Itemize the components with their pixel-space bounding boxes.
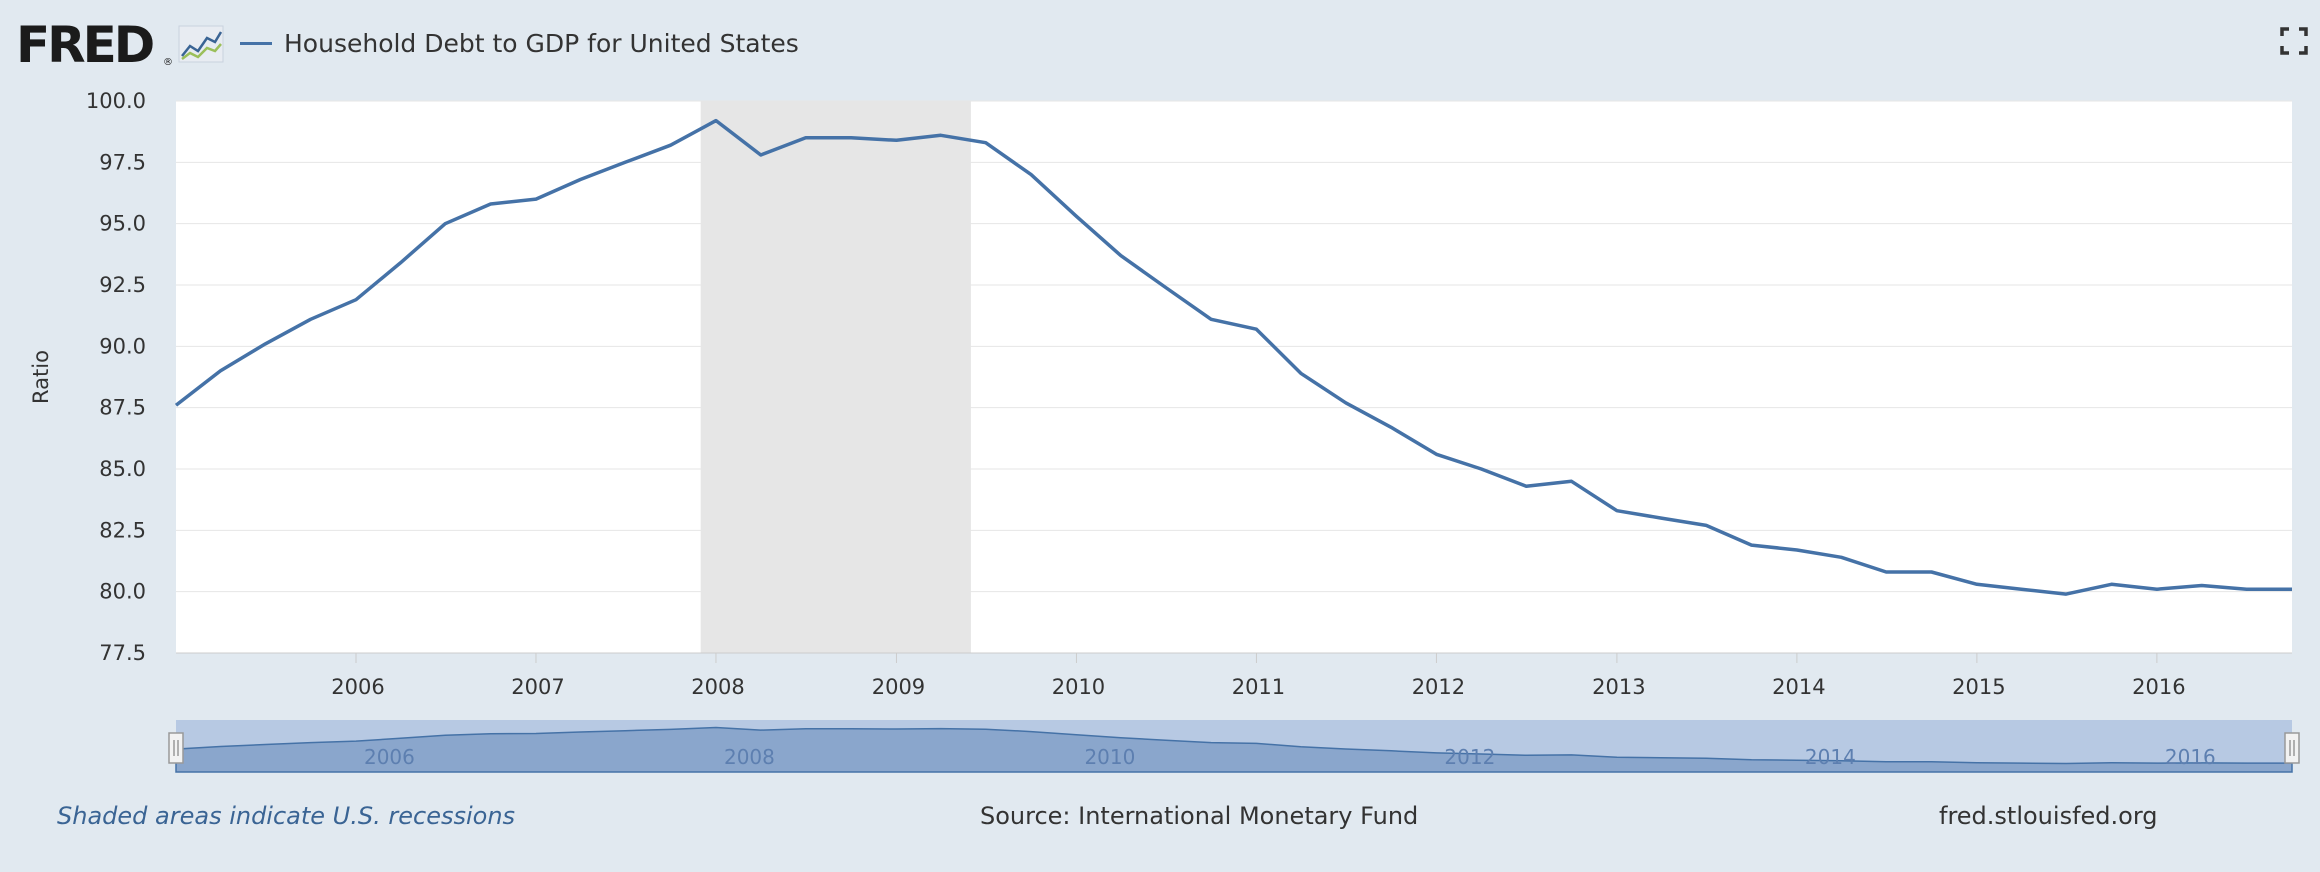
chart-legend[interactable]: Household Debt to GDP for United States xyxy=(240,25,799,61)
y-tick-label-4: 87.5 xyxy=(99,396,146,420)
x-tick-label-10: 2016 xyxy=(2132,675,2185,699)
fullscreen-expand-icon[interactable] xyxy=(2280,27,2308,55)
chart-svg: 77.5 80.0 82.5 85.0 87.5 90.0 92.5 95.0 97.5 100.… xyxy=(29,89,2300,773)
x-tick-label-7: 2013 xyxy=(1592,675,1645,699)
y-tick-label-6: 92.5 xyxy=(99,273,146,297)
series-group xyxy=(174,118,2292,596)
plot-area xyxy=(176,101,2292,653)
y-tick-label-1: 80.0 xyxy=(99,580,146,604)
y-axis-ticks: 77.5 80.0 82.5 85.0 87.5 90.0 92.5 95.0 97.5 100.… xyxy=(86,89,146,665)
x-tick-label-4: 2010 xyxy=(1052,675,1105,699)
navigator-tick-label-1: 2008 xyxy=(724,745,775,769)
site-link[interactable]: fred.stlouisfed.org xyxy=(1939,802,2158,830)
legend-series-label[interactable]: Household Debt to GDP for United States xyxy=(284,28,799,58)
y-tick-label-0: 77.5 xyxy=(99,641,146,665)
navigator-area xyxy=(175,726,2293,773)
y-axis-label: Ratio xyxy=(29,350,53,404)
navigator-handle-right[interactable] xyxy=(2284,732,2300,764)
fred-logo-registered-mark: ® xyxy=(163,57,173,68)
mini-line-chart-icon xyxy=(178,25,224,63)
navigator-handle-left[interactable] xyxy=(168,732,184,764)
y-tick-label-9: 100.0 xyxy=(86,89,146,113)
series-line-0[interactable] xyxy=(174,118,2292,596)
navigator[interactable]: 2006 2008 2010 2012 2014 2016 xyxy=(168,720,2300,773)
y-tick-label-8: 97.5 xyxy=(99,150,146,174)
y-tick-label-5: 90.0 xyxy=(99,334,146,358)
fred-logo[interactable]: FRED xyxy=(16,16,155,74)
source-note: Source: International Monetary Fund xyxy=(980,802,1419,830)
x-axis-ticks: 2006 2007 2008 2009 2010 2011 2012 2013 2014 2015… xyxy=(331,653,2186,699)
navigator-series xyxy=(175,726,2293,773)
chart-header: FRED ® Household Debt to GDP for United … xyxy=(0,0,2320,84)
navigator-tick-label-0: 2006 xyxy=(364,745,415,769)
y-tick-label-7: 95.0 xyxy=(99,212,146,236)
navigator-tick-label-4: 2014 xyxy=(1805,745,1856,769)
y-tick-label-3: 85.0 xyxy=(99,457,146,481)
navigator-ticks: 2006 2008 2010 2012 2014 2016 xyxy=(364,745,2216,769)
recession-shading xyxy=(700,101,971,653)
navigator-tick-label-3: 2012 xyxy=(1444,745,1495,769)
x-tick-label-9: 2015 xyxy=(1952,675,2005,699)
navigator-tick-label-2: 2010 xyxy=(1084,745,1135,769)
recession-band-0 xyxy=(700,101,971,653)
y-tick-label-2: 82.5 xyxy=(99,518,146,542)
x-tick-label-8: 2014 xyxy=(1772,675,1825,699)
x-tick-label-6: 2012 xyxy=(1412,675,1465,699)
recession-note: Shaded areas indicate U.S. recessions xyxy=(57,802,516,830)
x-tick-label-1: 2007 xyxy=(511,675,564,699)
navigator-tick-label-5: 2016 xyxy=(2165,745,2216,769)
x-tick-label-2: 2008 xyxy=(691,675,744,699)
x-tick-label-5: 2011 xyxy=(1232,675,1285,699)
x-tick-label-3: 2009 xyxy=(872,675,925,699)
x-tick-label-0: 2006 xyxy=(331,675,384,699)
legend-series-swatch xyxy=(240,41,272,45)
